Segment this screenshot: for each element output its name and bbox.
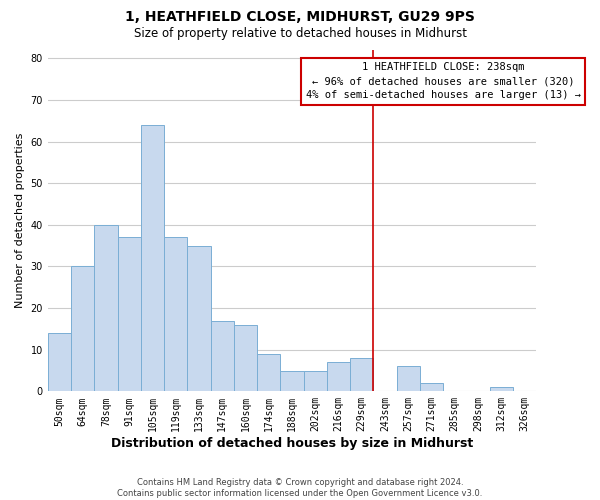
Bar bbox=[164, 238, 187, 392]
Bar bbox=[397, 366, 420, 392]
Text: Size of property relative to detached houses in Midhurst: Size of property relative to detached ho… bbox=[133, 28, 467, 40]
Bar bbox=[141, 125, 164, 392]
Y-axis label: Number of detached properties: Number of detached properties bbox=[15, 133, 25, 308]
X-axis label: Distribution of detached houses by size in Midhurst: Distribution of detached houses by size … bbox=[111, 437, 473, 450]
Bar bbox=[234, 324, 257, 392]
Bar bbox=[350, 358, 373, 392]
Bar bbox=[257, 354, 280, 392]
Bar bbox=[71, 266, 94, 392]
Bar bbox=[304, 370, 327, 392]
Bar bbox=[118, 238, 141, 392]
Text: 1, HEATHFIELD CLOSE, MIDHURST, GU29 9PS: 1, HEATHFIELD CLOSE, MIDHURST, GU29 9PS bbox=[125, 10, 475, 24]
Bar bbox=[280, 370, 304, 392]
Bar bbox=[48, 333, 71, 392]
Bar bbox=[211, 320, 234, 392]
Bar bbox=[420, 383, 443, 392]
Bar bbox=[490, 387, 513, 392]
Bar bbox=[187, 246, 211, 392]
Text: 1 HEATHFIELD CLOSE: 238sqm
← 96% of detached houses are smaller (320)
4% of semi: 1 HEATHFIELD CLOSE: 238sqm ← 96% of deta… bbox=[305, 62, 581, 100]
Bar bbox=[94, 225, 118, 392]
Bar bbox=[327, 362, 350, 392]
Text: Contains HM Land Registry data © Crown copyright and database right 2024.
Contai: Contains HM Land Registry data © Crown c… bbox=[118, 478, 482, 498]
